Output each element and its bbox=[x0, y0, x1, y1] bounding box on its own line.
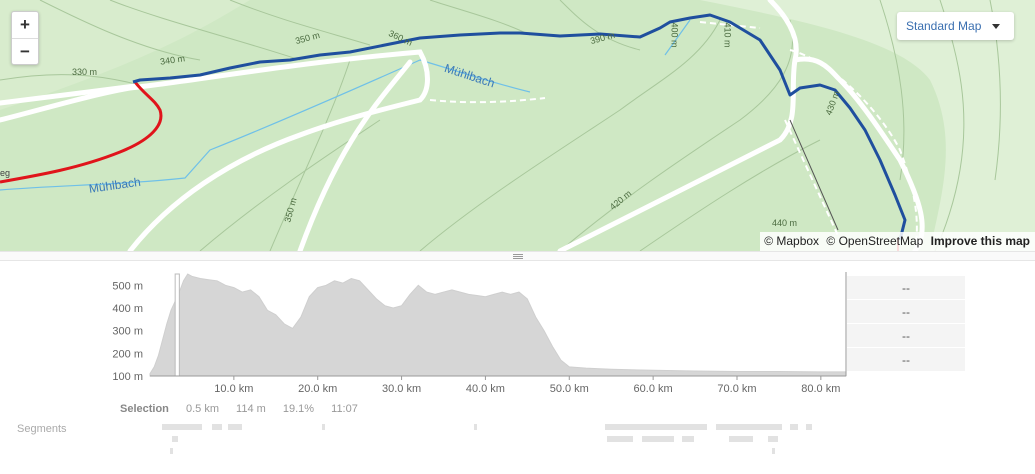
segment-bar[interactable] bbox=[772, 448, 775, 454]
zoom-in-button[interactable]: + bbox=[20, 15, 30, 34]
stat-value: -- bbox=[847, 300, 965, 324]
selection-distance: 0.5 km bbox=[185, 403, 219, 415]
segment-bar[interactable] bbox=[162, 424, 202, 430]
x-tick-label: 40.0 km bbox=[466, 383, 505, 395]
segment-bar[interactable] bbox=[806, 424, 812, 430]
segment-bar[interactable] bbox=[768, 436, 778, 442]
elevation-chart[interactable]: 100 m 200 m 300 m 400 m 500 m 10.0 km 20.0 km 3… bbox=[0, 262, 1035, 402]
map-attribution: © Mapbox © OpenStreetMap Improve this ma… bbox=[760, 232, 1035, 251]
contour-label: 410 m bbox=[722, 22, 733, 48]
selection-marker bbox=[174, 273, 180, 377]
stat-value: -- bbox=[847, 348, 965, 372]
segments-label: Segments bbox=[17, 423, 67, 435]
elevation-area bbox=[149, 273, 847, 377]
segment-bar[interactable] bbox=[642, 436, 674, 442]
selection-time: 11:07 bbox=[331, 403, 358, 415]
osm-link[interactable]: © OpenStreetMap bbox=[826, 234, 924, 248]
y-tick-label: 300 m bbox=[112, 326, 143, 338]
selection-label: Selection bbox=[120, 403, 169, 415]
segment-bar[interactable] bbox=[729, 436, 753, 442]
x-tick-label: 30.0 km bbox=[382, 383, 421, 395]
stats-panel: -- -- -- -- bbox=[847, 276, 965, 372]
segment-bar[interactable] bbox=[790, 424, 798, 430]
stat-value: -- bbox=[847, 324, 965, 348]
x-tick-label: 20.0 km bbox=[298, 383, 337, 395]
contour-label: 400 m bbox=[669, 22, 680, 48]
selection-summary: Selection 0.5 km 114 m 19.1% 11:07 bbox=[120, 403, 372, 415]
map-canvas bbox=[0, 0, 1035, 251]
y-tick-label: 400 m bbox=[112, 303, 143, 315]
segment-bar[interactable] bbox=[212, 424, 222, 430]
segment-bar[interactable] bbox=[228, 424, 242, 430]
y-tick-label: 500 m bbox=[112, 280, 143, 292]
segment-bar[interactable] bbox=[172, 436, 178, 442]
x-tick-label: 70.0 km bbox=[717, 383, 756, 395]
segment-bar[interactable] bbox=[607, 436, 633, 442]
panel-splitter[interactable] bbox=[0, 251, 1035, 261]
segment-bar[interactable] bbox=[716, 424, 782, 430]
improve-map-link[interactable]: Improve this map bbox=[930, 234, 1030, 248]
selection-elevation: 114 m bbox=[236, 403, 266, 415]
selection-grade: 19.1% bbox=[282, 403, 315, 415]
x-tick-label: 50.0 km bbox=[550, 383, 589, 395]
zoom-control: + − bbox=[11, 11, 39, 65]
contour-label: 330 m bbox=[72, 67, 98, 77]
x-tick-label: 10.0 km bbox=[214, 383, 253, 395]
map[interactable]: Mühlbach Mühlbach 330 m 340 m 350 m 350 … bbox=[0, 0, 1035, 251]
stat-value: -- bbox=[847, 276, 965, 300]
x-tick-label: 60.0 km bbox=[634, 383, 673, 395]
map-type-label: Standard Map bbox=[906, 19, 982, 33]
chevron-down-icon bbox=[992, 24, 1000, 29]
contour-label: 440 m bbox=[772, 218, 798, 228]
drag-handle-icon bbox=[513, 254, 523, 259]
segment-bar[interactable] bbox=[682, 436, 694, 442]
mapbox-link[interactable]: © Mapbox bbox=[764, 234, 820, 248]
segment-bar[interactable] bbox=[474, 424, 477, 430]
x-tick-label: 80.0 km bbox=[801, 383, 840, 395]
segment-bar[interactable] bbox=[605, 424, 707, 430]
y-tick-label: 100 m bbox=[112, 371, 143, 383]
map-type-dropdown[interactable]: Standard Map bbox=[897, 12, 1014, 40]
segments-track[interactable] bbox=[0, 420, 1035, 474]
zoom-out-button[interactable]: − bbox=[12, 38, 38, 64]
segment-bar[interactable] bbox=[170, 448, 173, 454]
segment-bar[interactable] bbox=[322, 424, 325, 430]
map-label-edge: eg bbox=[0, 168, 11, 178]
y-tick-label: 200 m bbox=[112, 348, 143, 360]
